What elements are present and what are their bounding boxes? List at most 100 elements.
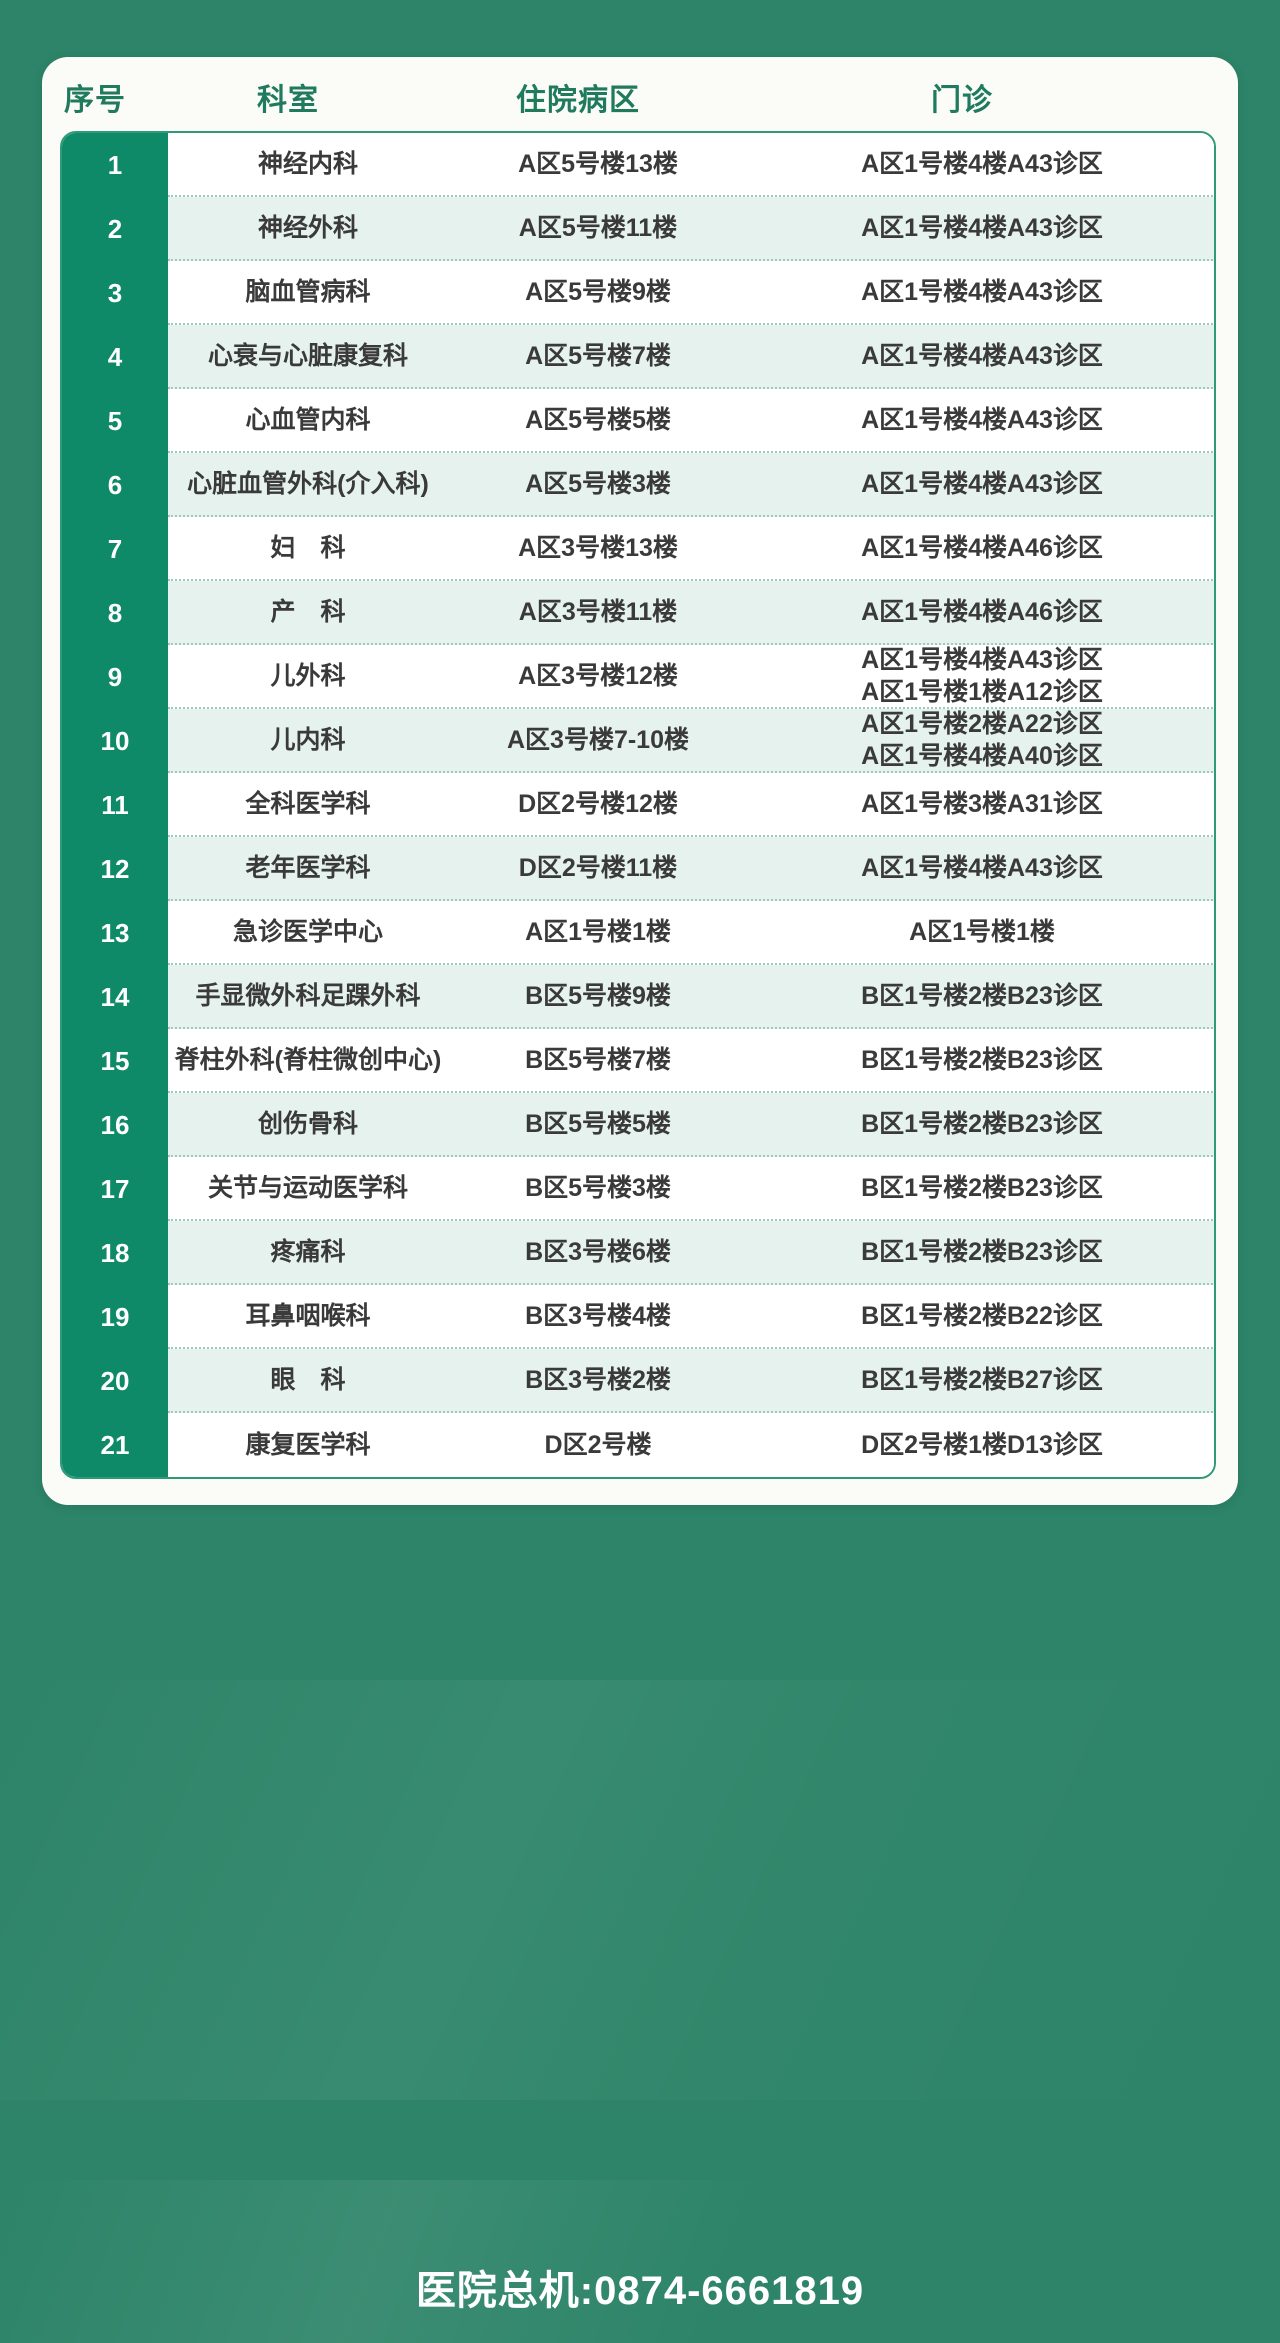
cell-department: 疼痛科	[270, 1237, 346, 1266]
cell-department: 心脏血管外科(介入科)	[187, 469, 429, 498]
cell-outpatient-line: B区1号楼2楼B23诊区	[861, 981, 1103, 1010]
row-index-cell: 17	[100, 1173, 130, 1204]
table-row[interactable]: 全科医学科 D区2号楼12楼 A区1号楼3楼A31诊区	[168, 773, 1214, 837]
table-row[interactable]: 耳鼻咽喉科 B区3号楼4楼 B区1号楼2楼B22诊区	[168, 1285, 1214, 1349]
table-row[interactable]: 手显微外科足踝外科 B区5号楼9楼 B区1号楼2楼B23诊区	[168, 965, 1214, 1029]
row-index-cell: 9	[107, 661, 123, 692]
cell-ward: A区3号楼7-10楼	[507, 725, 689, 754]
row-index-cell: 20	[100, 1365, 130, 1396]
cell-department: 心衰与心脏康复科	[207, 341, 408, 370]
cell-ward: B区3号楼2楼	[525, 1365, 671, 1394]
table-header-row: 序号 科室 住院病区 门诊	[42, 57, 1238, 131]
cell-ward: A区3号楼12楼	[518, 661, 678, 690]
cell-outpatient: A区1号楼4楼A46诊区	[748, 532, 1214, 565]
cell-outpatient-line: A区1号楼3楼A31诊区	[861, 789, 1103, 818]
cell-ward: A区5号楼5楼	[525, 405, 671, 434]
table-row[interactable]: 脊柱外科(脊柱微创中心) B区5号楼7楼 B区1号楼2楼B23诊区	[168, 1029, 1214, 1093]
hospital-switchboard-text: 医院总机:0874-6661819	[415, 2268, 865, 2313]
row-index-cell: 7	[107, 533, 123, 564]
cell-outpatient: B区1号楼2楼B23诊区	[748, 1044, 1214, 1077]
row-index-cell: 13	[100, 917, 130, 948]
row-index-cell: 12	[100, 853, 130, 884]
table-row[interactable]: 神经内科 A区5号楼13楼 A区1号楼4楼A43诊区	[168, 133, 1214, 197]
cell-department: 神经外科	[257, 213, 358, 242]
cell-department: 脑血管病科	[245, 277, 371, 306]
cell-outpatient: A区1号楼3楼A31诊区	[748, 788, 1214, 821]
background-decoration-band	[0, 1680, 1280, 2100]
cell-outpatient-line: A区1号楼4楼A43诊区	[861, 469, 1103, 498]
cell-ward: A区1号楼1楼	[525, 917, 671, 946]
row-index-cell: 6	[107, 469, 123, 500]
table-row[interactable]: 关节与运动医学科 B区5号楼3楼 B区1号楼2楼B23诊区	[168, 1157, 1214, 1221]
department-directory-card: 序号 科室 住院病区 门诊 1 2 3 4 5 6 7 8 9 10 11 12 13 14 15 16 17 1…	[42, 57, 1238, 1505]
cell-ward: D区2号楼12楼	[518, 789, 678, 818]
cell-ward: A区5号楼3楼	[525, 469, 671, 498]
row-index-cell: 19	[100, 1301, 130, 1332]
cell-department: 妇 科	[270, 533, 346, 562]
table-row[interactable]: 产 科 A区3号楼11楼 A区1号楼4楼A46诊区	[168, 581, 1214, 645]
cell-outpatient-line: B区1号楼2楼B23诊区	[861, 1045, 1103, 1074]
footer-bar: 医院总机:0874-6661819	[0, 2230, 1280, 2343]
cell-outpatient: A区1号楼4楼A43诊区	[748, 340, 1214, 373]
cell-department: 心血管内科	[245, 405, 371, 434]
cell-department: 神经内科	[257, 149, 358, 178]
table-row[interactable]: 急诊医学中心 A区1号楼1楼 A区1号楼1楼	[168, 901, 1214, 965]
row-index-cell: 2	[107, 213, 123, 244]
cell-outpatient: D区2号楼1楼D13诊区	[748, 1429, 1214, 1462]
cell-ward: B区3号楼4楼	[525, 1301, 671, 1330]
table-row[interactable]: 康复医学科 D区2号楼 D区2号楼1楼D13诊区	[168, 1413, 1214, 1477]
cell-outpatient-line: A区1号楼2楼A22诊区	[861, 709, 1103, 738]
table-row[interactable]: 创伤骨科 B区5号楼5楼 B区1号楼2楼B23诊区	[168, 1093, 1214, 1157]
row-index-cell: 21	[100, 1429, 130, 1460]
cell-department: 创伤骨科	[257, 1109, 358, 1138]
cell-ward: B区5号楼3楼	[525, 1173, 671, 1202]
cell-outpatient-line: B区1号楼2楼B22诊区	[861, 1301, 1103, 1330]
table-row[interactable]: 心衰与心脏康复科 A区5号楼7楼 A区1号楼4楼A43诊区	[168, 325, 1214, 389]
row-index-cell: 3	[107, 277, 123, 308]
row-index-cell: 5	[107, 405, 123, 436]
row-index-cell: 8	[107, 597, 123, 628]
cell-outpatient-line: D区2号楼1楼D13诊区	[861, 1430, 1103, 1459]
index-column: 1 2 3 4 5 6 7 8 9 10 11 12 13 14 15 16 17 18 19 20 21	[62, 133, 168, 1477]
row-index-cell: 18	[100, 1237, 130, 1268]
row-index-cell: 11	[101, 789, 129, 820]
cell-outpatient: B区1号楼2楼B23诊区	[748, 1108, 1214, 1141]
cell-outpatient: B区1号楼2楼B23诊区	[748, 1236, 1214, 1269]
cell-outpatient-line: A区1号楼4楼A43诊区	[861, 645, 1103, 674]
column-header-outpatient: 门诊	[931, 84, 993, 117]
table-row[interactable]: 神经外科 A区5号楼11楼 A区1号楼4楼A43诊区	[168, 197, 1214, 261]
table-row[interactable]: 妇 科 A区3号楼13楼 A区1号楼4楼A46诊区	[168, 517, 1214, 581]
cell-department: 急诊医学中心	[232, 917, 383, 946]
table-row[interactable]: 儿内科 A区3号楼7-10楼 A区1号楼2楼A22诊区 A区1号楼4楼A40诊区	[168, 709, 1214, 773]
cell-department: 康复医学科	[245, 1430, 371, 1459]
cell-department: 全科医学科	[245, 789, 371, 818]
cell-outpatient-line: B区1号楼2楼B23诊区	[861, 1173, 1103, 1202]
table-row[interactable]: 脑血管病科 A区5号楼9楼 A区1号楼4楼A43诊区	[168, 261, 1214, 325]
table-row[interactable]: 儿外科 A区3号楼12楼 A区1号楼4楼A43诊区 A区1号楼1楼A12诊区	[168, 645, 1214, 709]
cell-ward: B区5号楼5楼	[525, 1109, 671, 1138]
column-header-ward: 住院病区	[516, 84, 640, 117]
cell-outpatient-line: A区1号楼4楼A43诊区	[861, 405, 1103, 434]
rows-column: 神经内科 A区5号楼13楼 A区1号楼4楼A43诊区 神经外科 A区5号楼11楼 A区1号…	[168, 133, 1214, 1477]
cell-outpatient: A区1号楼4楼A46诊区	[748, 596, 1214, 629]
cell-outpatient-line: B区1号楼2楼B27诊区	[861, 1365, 1103, 1394]
cell-outpatient-line: A区1号楼4楼A43诊区	[861, 213, 1103, 242]
cell-outpatient-line: A区1号楼4楼A43诊区	[861, 853, 1103, 882]
cell-outpatient-line: A区1号楼1楼A12诊区	[861, 678, 1103, 706]
cell-department: 产 科	[270, 597, 346, 626]
cell-outpatient-line: A区1号楼4楼A40诊区	[861, 742, 1103, 770]
table-row[interactable]: 心血管内科 A区5号楼5楼 A区1号楼4楼A43诊区	[168, 389, 1214, 453]
table-body: 1 2 3 4 5 6 7 8 9 10 11 12 13 14 15 16 17 18 19 20 21 神经内科 A区…	[60, 131, 1216, 1479]
table-row[interactable]: 老年医学科 D区2号楼11楼 A区1号楼4楼A43诊区	[168, 837, 1214, 901]
cell-ward: A区5号楼13楼	[518, 149, 678, 178]
table-row[interactable]: 疼痛科 B区3号楼6楼 B区1号楼2楼B23诊区	[168, 1221, 1214, 1285]
row-index-cell: 1	[107, 149, 123, 180]
cell-ward: D区2号楼	[544, 1430, 652, 1459]
column-header-department: 科室	[257, 84, 319, 117]
cell-ward: A区5号楼11楼	[518, 213, 678, 242]
cell-department: 老年医学科	[245, 853, 371, 882]
table-row[interactable]: 眼 科 B区3号楼2楼 B区1号楼2楼B27诊区	[168, 1349, 1214, 1413]
cell-ward: B区3号楼6楼	[525, 1237, 671, 1266]
cell-outpatient-line: A区1号楼1楼	[909, 917, 1055, 946]
table-row[interactable]: 心脏血管外科(介入科) A区5号楼3楼 A区1号楼4楼A43诊区	[168, 453, 1214, 517]
